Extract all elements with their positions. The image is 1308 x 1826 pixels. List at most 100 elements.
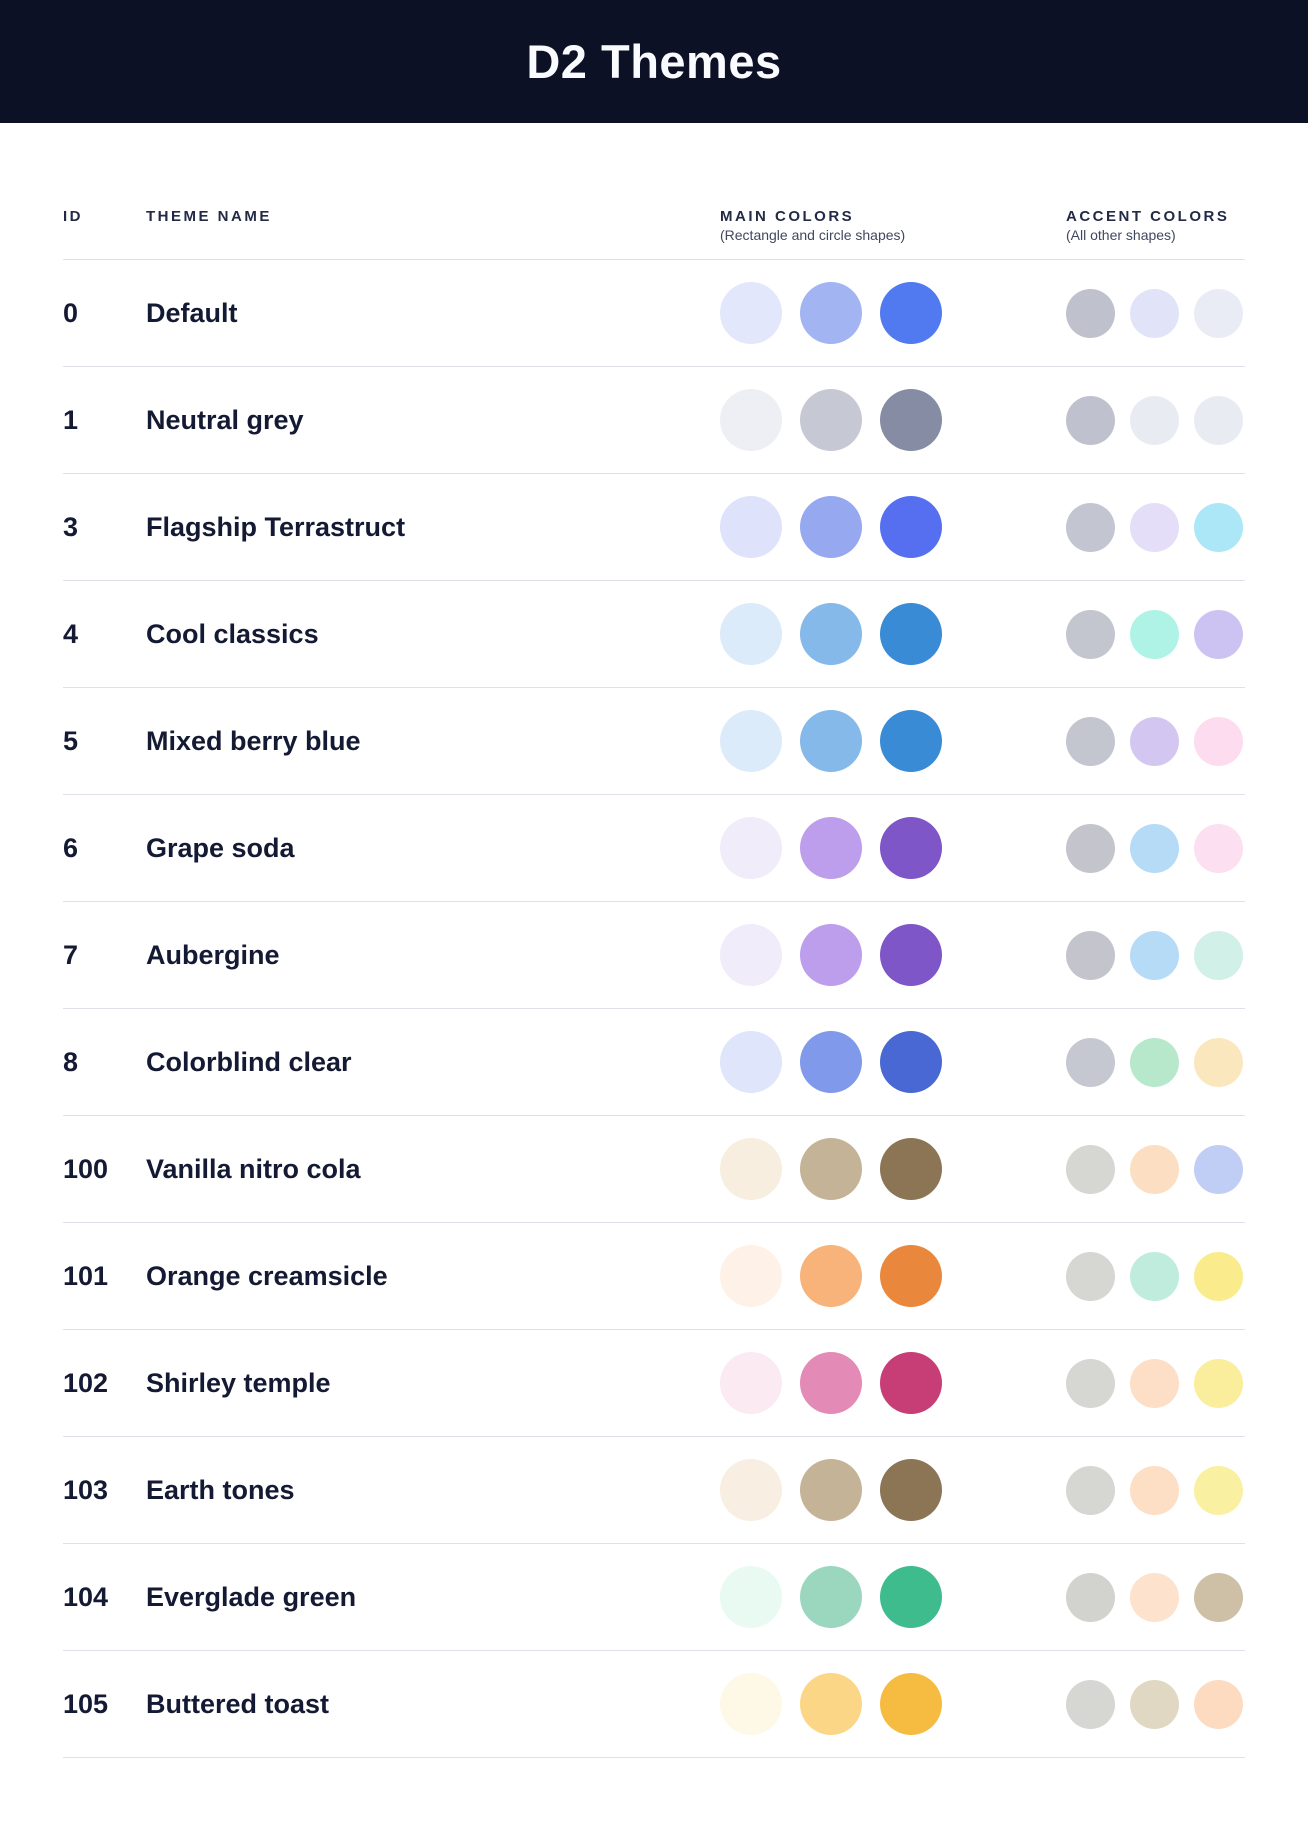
- accent-color-dot-3: [1194, 716, 1243, 766]
- accent-color-dot-1: [1066, 288, 1115, 338]
- main-color-dot-3: [880, 496, 942, 558]
- theme-name: Vanilla nitro cola: [146, 1153, 361, 1184]
- theme-row: 4 Cool classics: [63, 580, 1245, 687]
- theme-row: 100 Vanilla nitro cola: [63, 1115, 1245, 1222]
- theme-id: 101: [63, 1260, 109, 1291]
- main-color-dot-2: [800, 924, 862, 986]
- accent-color-swatches: [1066, 1572, 1245, 1622]
- main-color-swatches: [720, 710, 1066, 772]
- accent-color-swatches: [1066, 502, 1245, 552]
- main-color-swatches: [720, 282, 1066, 344]
- accent-color-dot-3: [1194, 1144, 1243, 1194]
- main-color-swatches: [720, 1566, 1066, 1628]
- main-color-dot-2: [800, 1673, 862, 1735]
- accent-color-dot-1: [1066, 1037, 1115, 1087]
- accent-color-dot-3: [1194, 288, 1243, 338]
- column-header-id: ID: [63, 207, 146, 259]
- accent-color-dot-3: [1194, 502, 1243, 552]
- accent-color-dot-1: [1066, 1144, 1115, 1194]
- main-color-dot-3: [880, 1673, 942, 1735]
- themes-table: ID THEME NAME MAIN COLORS (Rectangle and…: [63, 123, 1245, 1758]
- main-color-dot-1: [720, 710, 782, 772]
- theme-row: 102 Shirley temple: [63, 1329, 1245, 1436]
- theme-id: 104: [63, 1581, 109, 1612]
- accent-color-dot-2: [1130, 502, 1179, 552]
- main-color-dot-1: [720, 817, 782, 879]
- table-header-row: ID THEME NAME MAIN COLORS (Rectangle and…: [63, 123, 1245, 259]
- main-color-swatches: [720, 1459, 1066, 1521]
- theme-id: 0: [63, 297, 79, 328]
- accent-color-dot-1: [1066, 502, 1115, 552]
- main-color-dot-2: [800, 496, 862, 558]
- main-color-dot-3: [880, 1245, 942, 1307]
- accent-color-dot-1: [1066, 1679, 1115, 1729]
- accent-color-dot-2: [1130, 1358, 1179, 1408]
- id-column-label: ID: [63, 208, 83, 225]
- theme-row: 104 Everglade green: [63, 1543, 1245, 1650]
- main-color-dot-1: [720, 496, 782, 558]
- main-color-dot-3: [880, 1138, 942, 1200]
- main-color-dot-2: [800, 1031, 862, 1093]
- theme-name: Orange creamsicle: [146, 1260, 388, 1291]
- main-color-dot-2: [800, 1245, 862, 1307]
- theme-id: 1: [63, 404, 79, 435]
- page-header: D2 Themes: [0, 0, 1308, 123]
- column-header-main-colors: MAIN COLORS (Rectangle and circle shapes…: [720, 207, 1066, 259]
- theme-row: 105 Buttered toast: [63, 1650, 1245, 1757]
- main-color-dot-2: [800, 1352, 862, 1414]
- accent-color-swatches: [1066, 1144, 1245, 1194]
- accent-color-dot-2: [1130, 930, 1179, 980]
- main-color-dot-1: [720, 1138, 782, 1200]
- page-title: D2 Themes: [526, 35, 782, 88]
- accent-color-dot-1: [1066, 930, 1115, 980]
- accent-color-dot-2: [1130, 1251, 1179, 1301]
- accent-color-swatches: [1066, 1465, 1245, 1515]
- theme-row: 103 Earth tones: [63, 1436, 1245, 1543]
- main-color-swatches: [720, 1673, 1066, 1735]
- theme-name: Colorblind clear: [146, 1046, 352, 1077]
- theme-row: 0 Default: [63, 259, 1245, 366]
- theme-name: Buttered toast: [146, 1688, 330, 1719]
- accent-color-dot-3: [1194, 930, 1243, 980]
- main-color-dot-3: [880, 817, 942, 879]
- accent-colors-column-label: ACCENT COLORS: [1066, 208, 1230, 225]
- main-color-dot-2: [800, 603, 862, 665]
- accent-color-swatches: [1066, 395, 1245, 445]
- theme-row: 7 Aubergine: [63, 901, 1245, 1008]
- accent-color-swatches: [1066, 1679, 1245, 1729]
- theme-row: 5 Mixed berry blue: [63, 687, 1245, 794]
- accent-color-dot-2: [1130, 288, 1179, 338]
- main-color-dot-1: [720, 1566, 782, 1628]
- accent-color-dot-2: [1130, 1037, 1179, 1087]
- main-color-dot-3: [880, 924, 942, 986]
- theme-name: Grape soda: [146, 832, 295, 863]
- main-color-dot-3: [880, 389, 942, 451]
- accent-color-dot-3: [1194, 1572, 1243, 1622]
- accent-color-dot-3: [1194, 1037, 1243, 1087]
- accent-color-swatches: [1066, 716, 1245, 766]
- accent-color-dot-2: [1130, 1465, 1179, 1515]
- main-color-swatches: [720, 924, 1066, 986]
- theme-name: Mixed berry blue: [146, 725, 361, 756]
- accent-color-dot-3: [1194, 1358, 1243, 1408]
- theme-name: Earth tones: [146, 1474, 295, 1505]
- accent-color-swatches: [1066, 1358, 1245, 1408]
- main-color-swatches: [720, 1352, 1066, 1414]
- main-color-swatches: [720, 496, 1066, 558]
- theme-name: Neutral grey: [146, 404, 304, 435]
- accent-color-dot-2: [1130, 716, 1179, 766]
- main-colors-column-label: MAIN COLORS: [720, 208, 855, 225]
- theme-table-body: 0 Default 1 Neutral grey 3 Flagship Terr…: [63, 259, 1245, 1758]
- theme-id: 8: [63, 1046, 79, 1077]
- accent-color-swatches: [1066, 1251, 1245, 1301]
- main-color-dot-3: [880, 1566, 942, 1628]
- theme-name: Aubergine: [146, 939, 280, 970]
- accent-color-dot-3: [1194, 1465, 1243, 1515]
- main-color-swatches: [720, 1138, 1066, 1200]
- accent-color-dot-1: [1066, 1251, 1115, 1301]
- theme-id: 102: [63, 1367, 109, 1398]
- accent-color-swatches: [1066, 823, 1245, 873]
- main-color-dot-3: [880, 603, 942, 665]
- theme-name: Default: [146, 297, 238, 328]
